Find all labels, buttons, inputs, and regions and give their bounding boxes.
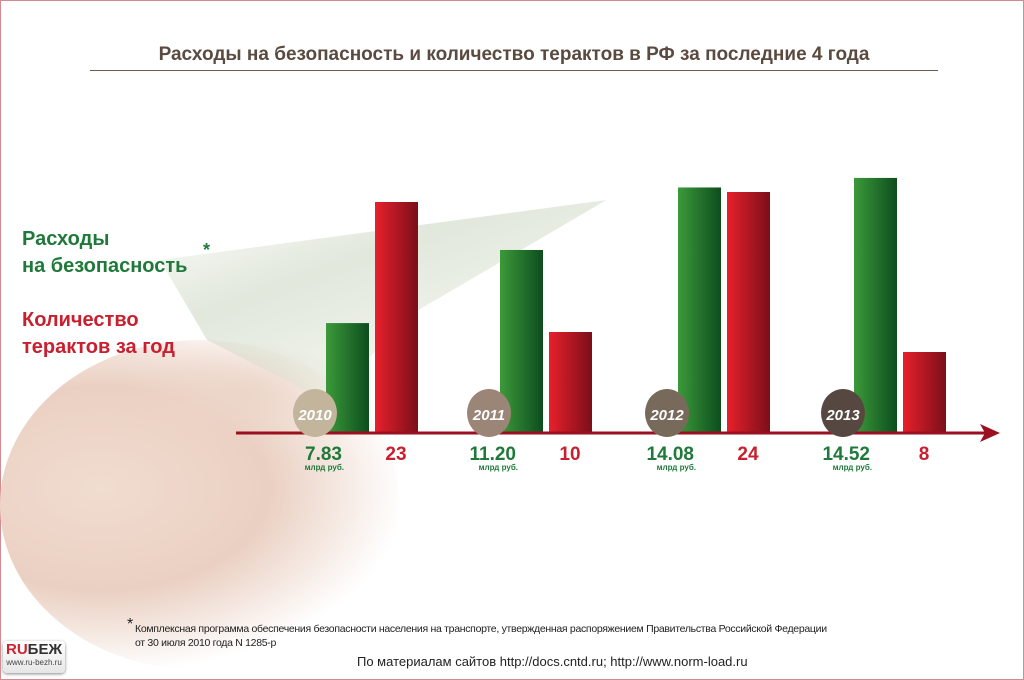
legend-spending: Расходы на безопасность: [22, 226, 187, 280]
bar-attacks-2010: [375, 202, 418, 432]
year-label-2010: 2010: [297, 407, 332, 424]
year-circle-2013: [821, 389, 865, 437]
rubezh-logo: RUБЕЖ www.ru-bezh.ru: [3, 641, 65, 673]
spending-unit-label: млрд руб.: [657, 463, 696, 472]
year-circle-2010: [293, 389, 337, 437]
legend-spending-line2: на безопасность: [22, 255, 188, 277]
source-text: По материалам сайтов http://docs.cntd.ru…: [357, 654, 748, 669]
spending-unit-label: млрд руб.: [305, 463, 344, 472]
spending-value-label: 14.08: [646, 444, 694, 465]
legend-asterisk: *: [203, 240, 211, 260]
bar-spending-2012: [678, 187, 721, 432]
attacks-value-label: 24: [737, 444, 759, 465]
bar-attacks-2011: [549, 332, 592, 432]
legend-attacks-line1: Количество: [22, 309, 139, 331]
x-axis-arrow-icon: [980, 424, 1000, 442]
spending-unit-label: млрд руб.: [479, 463, 518, 472]
attacks-value-label: 8: [919, 444, 930, 465]
spending-unit-label: млрд руб.: [833, 463, 872, 472]
year-circle-2011: [467, 389, 511, 437]
bar-attacks-2012: [727, 192, 770, 432]
footnote: * Комплексная программа обеспечения безо…: [127, 617, 975, 650]
logo-bezh: БЕЖ: [27, 641, 62, 658]
year-label-2012: 2012: [649, 407, 684, 424]
logo-ru: RU: [5, 641, 28, 658]
bar-attacks-2013: [903, 352, 946, 432]
chart-title: Расходы на безопасность и количество тер…: [90, 44, 938, 71]
spending-value-label: 14.52: [822, 444, 870, 465]
attacks-value-label: 10: [559, 444, 580, 465]
legend-attacks: Количество терактов за год: [22, 307, 175, 361]
legend-spending-line1: Расходы: [22, 228, 110, 250]
year-label-2011: 2011: [472, 407, 505, 424]
bar-spending-2013: [854, 177, 897, 432]
footnote-line2: от 30 июля 2010 года N 1285-р: [135, 637, 277, 649]
legend-attacks-line2: терактов за год: [22, 336, 175, 358]
footnote-line1: Комплексная программа обеспечения безопа…: [135, 623, 827, 635]
footnote-asterisk: *: [127, 616, 133, 633]
logo-url: www.ru-bezh.ru: [6, 658, 62, 667]
year-label-2013: 2013: [825, 407, 860, 424]
spending-value-label: 11.20: [470, 444, 517, 465]
attacks-value-label: 23: [385, 444, 406, 465]
year-circle-2012: [645, 389, 689, 437]
spending-value-label: 7.83: [305, 444, 342, 465]
